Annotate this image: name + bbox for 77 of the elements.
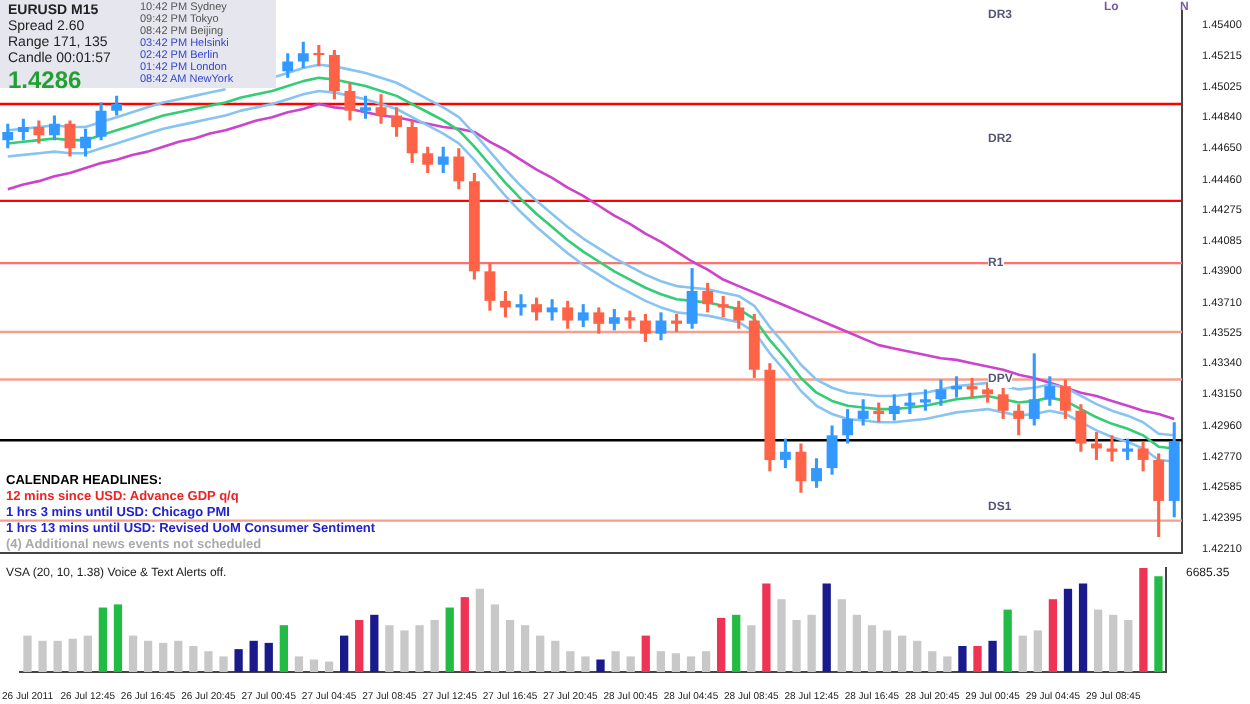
bar [1124, 620, 1133, 672]
bar [279, 625, 288, 672]
bar [370, 614, 379, 672]
bar [596, 659, 605, 672]
bar [490, 604, 500, 672]
bar [1048, 599, 1058, 672]
bar [777, 599, 786, 672]
bar [747, 625, 756, 672]
bar [732, 614, 741, 672]
bar [581, 656, 590, 672]
bar [792, 620, 801, 672]
bar [1078, 583, 1088, 672]
bar [143, 640, 153, 672]
annotation: 1.4286 [8, 66, 84, 94]
bar [852, 614, 862, 672]
bar [988, 640, 997, 672]
bar [641, 635, 650, 672]
bar [83, 635, 92, 672]
bar [807, 614, 816, 672]
bar [174, 640, 183, 672]
bar [656, 651, 665, 672]
bar [324, 661, 334, 672]
bar [400, 630, 409, 672]
bar [867, 625, 877, 672]
bar [355, 620, 364, 672]
bar [128, 635, 138, 672]
bar [1003, 609, 1012, 672]
bar [566, 651, 575, 672]
bar [520, 625, 530, 672]
bar [958, 646, 967, 672]
bar [882, 630, 892, 672]
bar [551, 640, 560, 672]
bar [430, 620, 439, 672]
bar [475, 588, 485, 672]
bar [897, 635, 907, 672]
bar [159, 642, 168, 672]
bar [234, 649, 243, 672]
bar [113, 604, 123, 672]
bar [686, 656, 696, 672]
bar [822, 583, 831, 672]
bar [460, 597, 469, 672]
bar [98, 607, 108, 672]
bar [536, 635, 545, 672]
bar [611, 651, 620, 672]
bar [1033, 630, 1042, 672]
bar [23, 635, 32, 672]
bar [1018, 635, 1027, 672]
bar [264, 642, 273, 672]
bar [943, 656, 952, 672]
bar [762, 583, 771, 672]
bar [1109, 614, 1118, 672]
bar [340, 635, 349, 672]
bar [1139, 568, 1148, 672]
bar [204, 651, 213, 672]
bar [701, 651, 711, 672]
bar [189, 646, 198, 672]
bar [837, 599, 846, 672]
bar [445, 607, 454, 672]
bar [505, 620, 515, 672]
bar [973, 646, 982, 672]
bar [294, 656, 304, 672]
bar [385, 625, 394, 672]
bar [1154, 576, 1163, 672]
bar [415, 625, 424, 672]
bar [38, 640, 47, 672]
bar [219, 656, 228, 672]
bar [53, 640, 62, 672]
bar [1093, 609, 1103, 672]
bar [309, 659, 319, 672]
bar [1063, 588, 1073, 672]
bar [68, 638, 77, 672]
bar [913, 640, 922, 672]
bar [717, 617, 726, 672]
bar [928, 651, 937, 672]
bar [249, 640, 258, 672]
bar [626, 656, 635, 672]
bar [671, 653, 681, 672]
